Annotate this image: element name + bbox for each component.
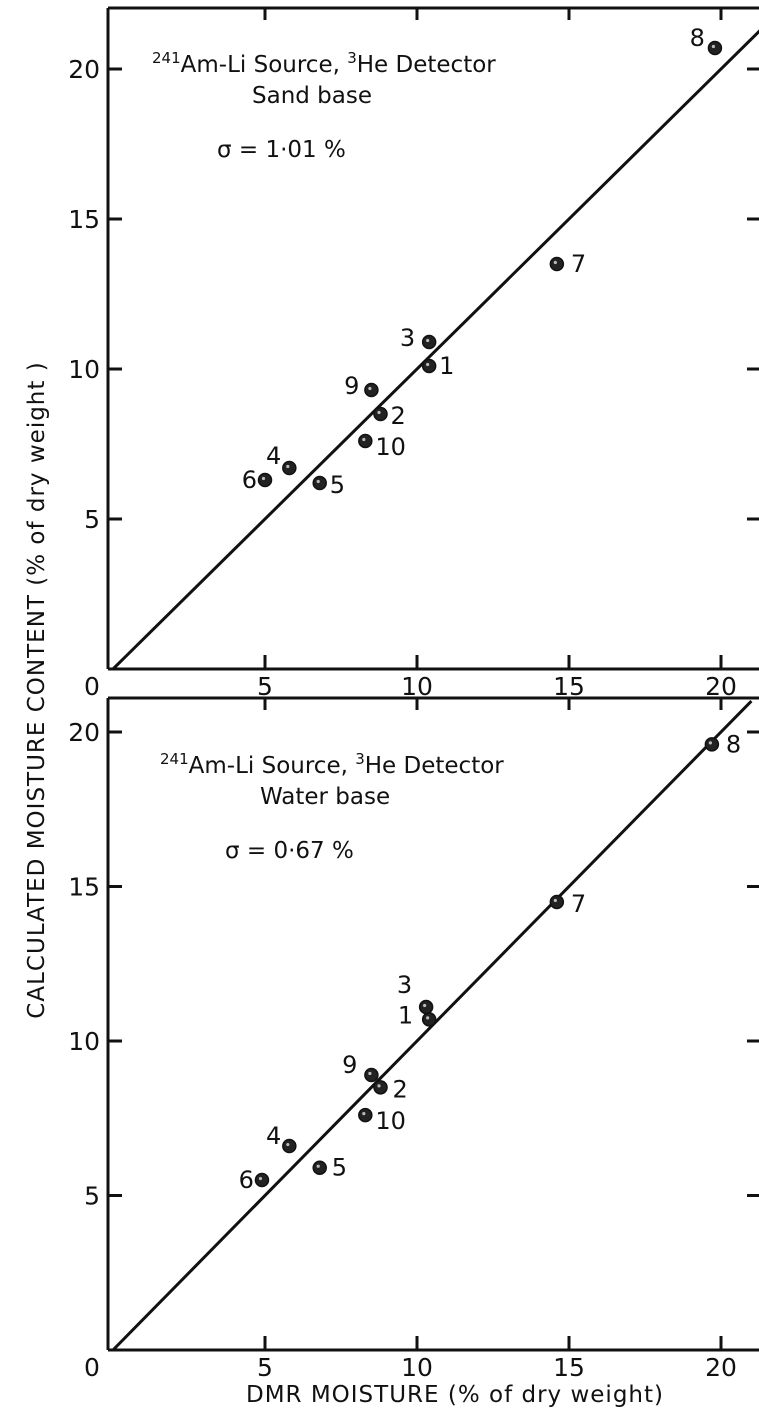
- data-point-highlight: [316, 1164, 320, 1168]
- source-text: Am-Li Source,: [181, 52, 348, 78]
- x-tick-label: 0: [84, 1353, 100, 1382]
- point-label: 2: [393, 1075, 408, 1103]
- detector-superscript: 3: [355, 750, 365, 768]
- point-label: 10: [375, 433, 406, 461]
- data-point-highlight: [553, 898, 557, 903]
- data-point: [549, 256, 565, 272]
- x-tick-label: 10: [401, 1353, 433, 1382]
- point-label: 6: [239, 1166, 254, 1194]
- point-label: 1: [398, 1001, 413, 1029]
- data-point-highlight: [708, 741, 712, 745]
- base-label: Sand base: [252, 83, 372, 109]
- water-base-panel: 0 5 10 15 20 5 10 15 20 1 2 3 4 5 6 7 8 9 10 241Am-Li Sourc…: [68, 696, 759, 1382]
- sigma-label: σ = 1·01 %: [217, 137, 346, 163]
- detector-text: He Detector: [365, 753, 505, 779]
- source-superscript: 241: [152, 49, 181, 67]
- y-tick-label: 10: [68, 355, 100, 384]
- x-tick-label: 0: [84, 672, 100, 701]
- data-point: [282, 1138, 297, 1154]
- data-point-highlight: [286, 464, 290, 469]
- y-tick-label: 15: [68, 873, 100, 902]
- detector-text: He Detector: [357, 52, 497, 78]
- sand-base-panel: 0 5 10 15 20 5 10 15 20 1 2 3 4 5 6 7 8 9 10 241Am-Li Sourc…: [68, 6, 759, 701]
- y-tick-label: 20: [68, 55, 100, 84]
- data-point-highlight: [711, 44, 716, 49]
- data-point-highlight: [261, 476, 266, 481]
- data-point: [282, 460, 297, 476]
- point-label: 9: [342, 1051, 357, 1079]
- x-axis-label: DMR MOISTURE (% of dry weight): [246, 1382, 664, 1408]
- point-label: 9: [344, 372, 359, 400]
- sigma-label: σ = 0·67 %: [225, 838, 354, 864]
- y-tick-label: 5: [84, 505, 100, 534]
- y-tick-label: 10: [68, 1027, 100, 1056]
- x-tick-label: 20: [705, 672, 737, 701]
- point-label: 5: [332, 1154, 347, 1182]
- point-label: 10: [375, 1107, 406, 1135]
- source-detector-label: 241Am-Li Source, 3He Detector: [152, 49, 496, 78]
- y-axis-label: CALCULATED MOISTURE CONTENT (% of dry we…: [24, 361, 50, 1018]
- point-label: 5: [330, 471, 345, 499]
- data-point: [312, 1160, 327, 1175]
- data-point-highlight: [258, 1176, 263, 1181]
- data-point-highlight: [426, 362, 430, 367]
- data-point-highlight: [423, 1003, 427, 1008]
- source-detector-label: 241Am-Li Source, 3He Detector: [160, 750, 504, 779]
- data-point: [421, 1012, 437, 1027]
- y-tick-label: 5: [84, 1182, 100, 1211]
- y-tick-label: 20: [68, 718, 100, 747]
- data-point: [358, 433, 373, 449]
- base-label: Water base: [260, 784, 390, 810]
- x-tick-label: 5: [257, 672, 273, 701]
- x-tick-label: 20: [705, 1353, 737, 1382]
- data-point: [364, 1067, 379, 1083]
- point-label: 8: [726, 730, 741, 758]
- source-superscript: 241: [160, 750, 189, 768]
- data-point: [421, 358, 437, 374]
- data-point-highlight: [426, 338, 430, 343]
- data-point-highlight: [377, 1084, 381, 1088]
- data-point: [704, 737, 720, 752]
- x-tick-label: 15: [553, 1353, 585, 1382]
- data-point: [421, 334, 437, 350]
- data-point-highlight: [426, 1016, 430, 1020]
- data-point-highlight: [368, 386, 372, 391]
- data-point: [257, 472, 273, 488]
- data-point-highlight: [368, 1071, 372, 1076]
- x-tick-label: 15: [553, 672, 585, 701]
- point-label: 3: [400, 324, 415, 352]
- point-label: 7: [571, 250, 586, 278]
- data-point-highlight: [553, 260, 557, 265]
- detector-superscript: 3: [347, 49, 357, 67]
- point-label: 2: [391, 402, 406, 430]
- data-point: [373, 1080, 388, 1095]
- data-point-highlight: [377, 410, 381, 415]
- data-point: [358, 1107, 373, 1123]
- point-label: 1: [439, 352, 454, 380]
- point-label: 3: [397, 971, 412, 999]
- x-tick-label: 10: [401, 672, 433, 701]
- source-text: Am-Li Source,: [189, 753, 356, 779]
- data-point: [373, 406, 388, 422]
- data-point: [707, 40, 723, 56]
- data-point: [418, 999, 434, 1015]
- point-label: 6: [242, 466, 257, 494]
- data-point-highlight: [362, 1112, 366, 1116]
- y-tick-label: 15: [68, 205, 100, 234]
- point-label: 4: [266, 442, 281, 470]
- data-point-highlight: [286, 1142, 290, 1147]
- data-point-highlight: [362, 437, 366, 442]
- x-tick-label: 5: [257, 1353, 273, 1382]
- point-label: 8: [690, 24, 705, 52]
- data-point: [549, 894, 565, 910]
- data-point-highlight: [316, 479, 320, 484]
- data-point: [312, 475, 327, 491]
- data-point: [364, 382, 379, 398]
- data-point: [254, 1172, 270, 1188]
- point-label: 7: [571, 890, 586, 918]
- point-label: 4: [266, 1122, 281, 1150]
- fit-line: [111, 29, 759, 671]
